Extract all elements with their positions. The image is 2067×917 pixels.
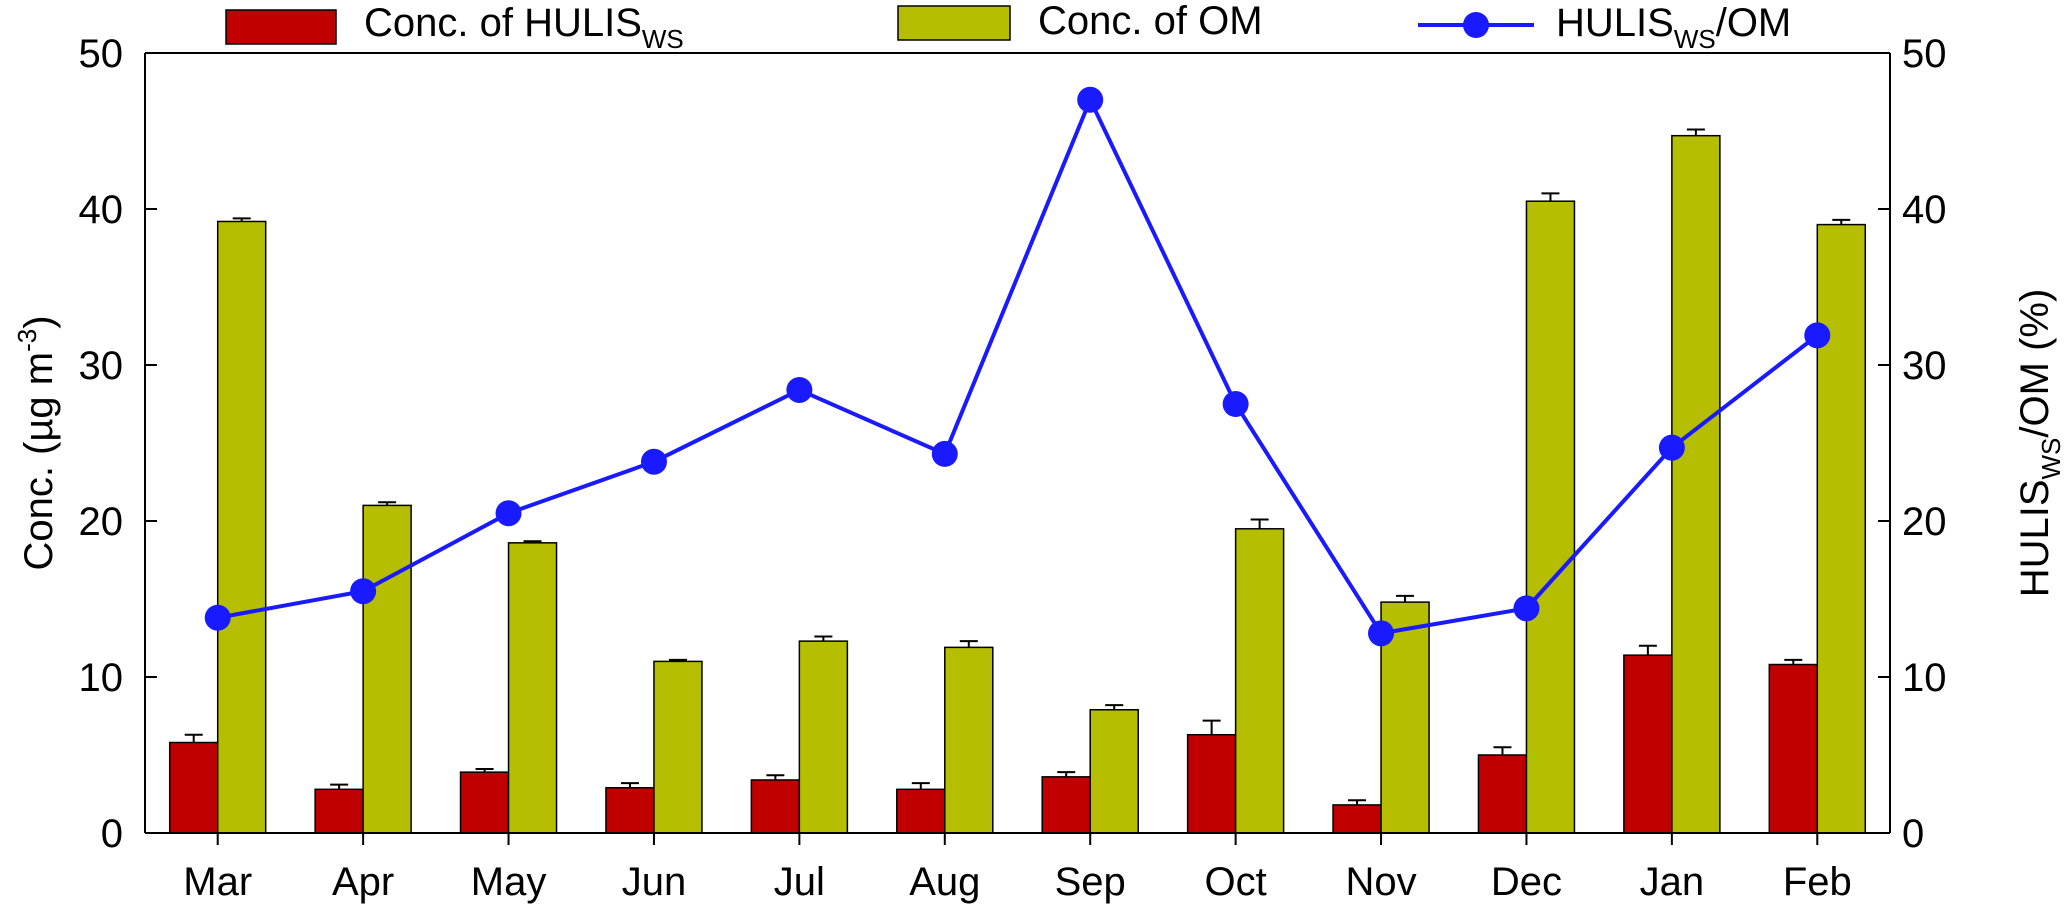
x-tick-label-nov: Nov (1345, 860, 1416, 904)
y-left-tick-label-50: 50 (79, 32, 124, 76)
ratio-point-feb (1804, 322, 1831, 349)
bar-hulis-mar (168, 741, 219, 834)
ratio-point-dec (1513, 595, 1540, 622)
error-bar-hulis-dec (1493, 746, 1512, 755)
y-left-tick-label-20: 20 (79, 500, 124, 544)
y-axis-right-title: HULISWS/OM (%) (2013, 289, 2066, 598)
bar-hulis-apr (314, 788, 364, 834)
error-bar-om-dec (1541, 192, 1560, 202)
ratio-series-line (217, 94, 1819, 636)
bar-hulis-may (459, 771, 510, 834)
bar-hulis-jun (605, 787, 655, 834)
bar-om-jan (1671, 134, 1721, 834)
error-bar-om-jun (668, 658, 687, 662)
y-right-tick-label-10: 10 (1902, 656, 1947, 700)
y-right-tick-label-0: 0 (1902, 812, 1924, 856)
bar-hulis-feb (1768, 663, 1819, 834)
error-bar-hulis-jan (1638, 644, 1657, 656)
bar-om-feb (1816, 223, 1867, 834)
error-bar-om-oct (1250, 518, 1269, 529)
bar-om-jun (653, 660, 703, 834)
y-right-tick-label-50: 50 (1902, 32, 1947, 76)
error-bar-om-mar (232, 217, 251, 222)
legend-swatch-hulis (225, 9, 337, 45)
error-bar-om-apr (378, 501, 397, 506)
bar-om-jul (798, 640, 849, 834)
y-right-tick-label-40: 40 (1902, 188, 1947, 232)
bar-hulis-oct (1186, 733, 1237, 834)
x-tick-label-dec: Dec (1491, 860, 1562, 904)
x-tick-label-apr: Apr (332, 860, 394, 904)
error-bar-hulis-jun (620, 782, 639, 788)
y-left-tick-label-30: 30 (79, 344, 124, 388)
error-bar-hulis-nov (1348, 799, 1367, 805)
error-bar-hulis-feb (1784, 658, 1803, 665)
ratio-point-may (495, 500, 522, 527)
legend-swatch-om (897, 5, 1011, 41)
bar-hulis-sep (1041, 776, 1091, 834)
y-right-tick-label-20: 20 (1902, 500, 1947, 544)
error-bar-om-nov (1396, 594, 1415, 603)
x-tick-label-jun: Jun (622, 860, 687, 904)
bar-hulis-jul (750, 779, 801, 834)
bar-hulis-nov (1332, 804, 1382, 834)
error-bar-om-aug (959, 640, 978, 648)
bar-om-dec (1525, 200, 1576, 834)
y-left-tick-label-0: 0 (101, 812, 123, 856)
bar-hulis-dec (1477, 754, 1528, 834)
legend-label-om: Conc. of OM (1038, 0, 1263, 43)
y-left-tick-label-40: 40 (79, 188, 124, 232)
x-tick-label-may: May (471, 860, 547, 904)
bar-om-may (507, 542, 558, 834)
error-bar-om-sep (1105, 704, 1124, 710)
error-bar-om-feb (1832, 218, 1851, 225)
error-bar-hulis-sep (1057, 771, 1076, 777)
x-tick-label-mar: Mar (183, 860, 252, 904)
legend: Conc. of HULISWS Conc. of OM HULISWS/OM (225, 0, 1791, 54)
error-bar-om-jul (814, 635, 833, 642)
bar-hulis-aug (896, 788, 946, 834)
error-bar-hulis-mar (184, 733, 203, 743)
axes-layer: 0 10 20 30 40 50 0 10 20 30 40 50 Mar Apr May Jun Jul Aug… (12, 32, 2066, 904)
error-bar-hulis-jul (766, 774, 785, 780)
error-bar-hulis-oct (1202, 719, 1221, 735)
error-bar-hulis-may (475, 768, 494, 773)
error-bar-om-jan (1686, 128, 1705, 136)
legend-label-hulis: Conc. of HULISWS (364, 1, 684, 54)
ratio-point-jan (1658, 434, 1685, 461)
y-right-tick-label-30: 30 (1902, 344, 1947, 388)
ratio-point-jun (640, 448, 667, 475)
ratio-point-jul (786, 376, 813, 403)
ratio-point-oct (1222, 391, 1249, 417)
error-bar-om-may (523, 540, 542, 543)
ratio-point-mar (204, 604, 231, 631)
ratio-point-sep (1077, 86, 1104, 113)
x-tick-label-oct: Oct (1205, 860, 1267, 904)
bars-layer (168, 128, 1867, 834)
legend-label-ratio: HULISWS/OM (1556, 1, 1791, 54)
bar-om-aug (944, 646, 994, 834)
error-bar-hulis-aug (911, 782, 930, 790)
x-tick-label-aug: Aug (909, 860, 980, 904)
ratio-point-aug (931, 440, 958, 467)
bar-om-sep (1089, 709, 1139, 834)
bar-om-oct (1234, 528, 1285, 834)
bar-hulis-jan (1623, 654, 1673, 834)
legend-marker-ratio (1463, 12, 1489, 38)
ratio-line-layer (204, 86, 1831, 647)
bar-om-mar (216, 220, 267, 834)
ratio-point-apr (350, 578, 377, 605)
x-tick-label-jan: Jan (1640, 860, 1705, 904)
x-tick-label-sep: Sep (1055, 860, 1126, 904)
x-tick-label-jul: Jul (774, 860, 825, 904)
ratio-point-nov (1368, 620, 1395, 647)
y-axis-left-title: Conc. (µg m-3) (12, 315, 61, 570)
error-bar-hulis-apr (330, 783, 349, 790)
x-tick-label-feb: Feb (1783, 860, 1852, 904)
bar-om-apr (362, 504, 412, 834)
y-left-tick-label-10: 10 (79, 656, 124, 700)
